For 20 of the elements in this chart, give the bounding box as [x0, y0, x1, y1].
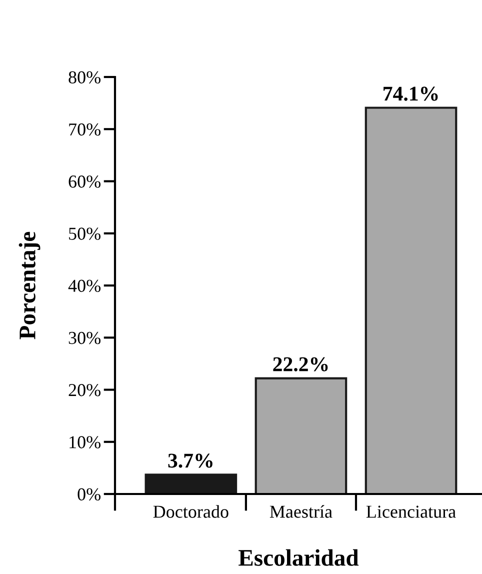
y-axis-title: Porcentaje — [18, 232, 40, 340]
bar — [254, 377, 348, 494]
x-axis-title: Escolaridad — [238, 549, 359, 566]
y-tick-label: 0% — [78, 488, 100, 500]
y-tick-label: 40% — [68, 280, 100, 292]
x-tick-label: Maestría — [270, 505, 332, 518]
y-tick-label: 30% — [68, 332, 100, 344]
data-label: 22.2% — [273, 357, 328, 372]
data-label: 3.7% — [168, 454, 212, 468]
y-tick-label: 20% — [68, 384, 100, 396]
y-tick-label: 10% — [70, 436, 100, 448]
bar — [364, 106, 458, 494]
data-label: 74.1% — [384, 86, 438, 101]
y-tick-label: 80% — [68, 71, 100, 84]
y-tick-label: 60% — [68, 176, 100, 188]
x-tick-label: Licenciatura — [366, 506, 456, 518]
y-tick-label: 50% — [69, 228, 100, 240]
x-tick-label: Doctorado — [153, 505, 228, 518]
bar — [144, 474, 238, 494]
y-tick-label: 70% — [69, 123, 100, 136]
